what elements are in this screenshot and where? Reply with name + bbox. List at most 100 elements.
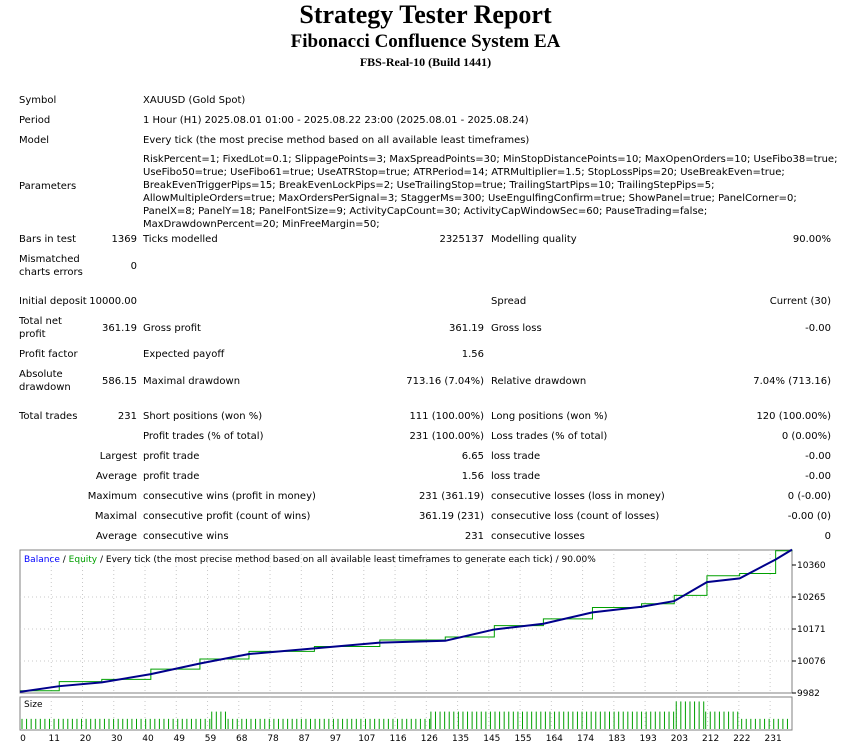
legend-description: / Every tick (the most precise method ba… [97,555,596,565]
mismatch-label-2: charts errors [19,267,83,278]
max-consec-loss-label: consecutive loss (count of losses) [491,511,660,522]
avg-consec-losses-label: consecutive losses [491,531,585,542]
maximal-label: Maximal [94,511,137,522]
x-tick-label: 97 [330,734,341,744]
largest-label: Largest [99,451,137,462]
x-tick-label: 87 [299,734,310,744]
legend-equity: Equity [69,555,98,565]
balance-line [19,548,793,693]
maxdd-label: Maximal drawdown [143,376,241,387]
profit-factor-label: Profit factor [19,349,78,360]
deposit-value: 10000.00 [89,296,137,307]
largest-loss-label: loss trade [491,451,541,462]
x-tick-label: 40 [142,734,154,744]
average-label: Average [95,471,137,482]
x-tick-label: 155 [514,734,531,744]
y-tick-label: 10076 [797,657,826,667]
average2-label: Average [95,531,137,542]
reldd-label: Relative drawdown [491,376,587,387]
period-label: Period [19,115,51,126]
long-value: 120 (100.00%) [756,411,831,422]
chart-plot-area [19,549,793,694]
avg-consec-losses-value: 0 [824,531,831,542]
spread-value: Current (30) [769,296,831,307]
x-tick-label: 11 [49,734,60,744]
x-tick-label: 107 [358,734,375,744]
grossprofit-label: Gross profit [143,323,201,334]
x-tick-label: 49 [174,734,186,744]
ticks-value: 2325137 [439,234,484,245]
x-tick-label: 183 [608,734,625,744]
size-plot-area [19,696,793,731]
symbol-label: Symbol [19,95,57,106]
max-consec-losses-label: consecutive losses (loss in money) [491,491,665,502]
largest-profit-value: 6.65 [461,451,484,462]
quality-label: Modelling quality [491,234,577,245]
y-tick-label: 10360 [797,561,826,571]
x-tick-label: 164 [546,734,563,744]
mismatch-value: 0 [130,261,137,272]
y-tick-label: 10171 [797,625,826,635]
average-loss-value: -0.00 [805,471,831,482]
average-loss-label: loss trade [491,471,541,482]
payoff-value: 1.56 [461,349,484,360]
max-consec-loss-value: -0.00 (0) [787,511,831,522]
x-tick-label: 78 [267,734,279,744]
server-build: FBS-Real-10 (Build 1441) [359,55,492,69]
max-consec-wins-label: consecutive wins (profit in money) [143,491,316,502]
grossloss-value: -0.00 [805,323,831,334]
y-tick-label: 9982 [797,689,820,699]
parameters-label: Parameters [19,181,77,192]
profit-trades-value: 231 (100.00%) [409,431,484,442]
report-title: Strategy Tester Report [299,0,552,29]
maximum-label: Maximum [87,491,137,502]
netprofit-value: 361.19 [102,323,137,334]
x-tick-label: 174 [577,734,594,744]
long-label: Long positions (won %) [491,411,608,422]
reldd-value: 7.04% (713.16) [753,376,831,387]
legend-separator: / [60,555,69,565]
mismatch-label-1: Mismatched [19,254,80,265]
model-value: Every tick (the most precise method base… [143,135,530,146]
x-tick-label: 135 [452,734,469,744]
max-consec-losses-value: 0 (-0.00) [787,491,831,502]
period-value: 1 Hour (H1) 2025.08.01 01:00 - 2025.08.2… [143,115,529,126]
netprofit-label-1: Total net [19,316,62,327]
x-tick-label: 222 [733,734,750,744]
absdd-label-1: Absolute [19,369,63,380]
size-label: Size [24,700,43,710]
equity-line [20,549,793,692]
x-tick-label: 59 [205,734,217,744]
absdd-value: 586.15 [102,376,137,387]
short-label: Short positions (won %) [143,411,263,422]
parameters-value: RiskPercent=1; FixedLot=0.1; SlippagePoi… [143,154,838,230]
y-tick-label: 10265 [797,593,826,603]
deposit-label: Initial deposit [19,296,87,307]
payoff-label: Expected payoff [143,349,225,360]
x-tick-label: 212 [702,734,719,744]
avg-consec-wins-value: 231 [464,531,484,542]
spread-label: Spread [491,296,527,307]
grossloss-label: Gross loss [491,323,542,334]
loss-trades-value: 0 (0.00%) [781,431,831,442]
x-tick-label: 145 [483,734,500,744]
average-profit-value: 1.56 [461,471,484,482]
bars-label: Bars in test [19,234,76,245]
bars-value: 1369 [111,234,137,245]
x-tick-label: 30 [111,734,123,744]
avg-consec-wins-label: consecutive wins [143,531,229,542]
loss-trades-label: Loss trades (% of total) [491,431,608,442]
maxdd-value: 713.16 (7.04%) [406,376,484,387]
short-value: 111 (100.00%) [409,411,484,422]
largest-profit-label: profit trade [143,451,200,462]
legend-balance: Balance [24,555,60,565]
max-consec-wins-value: 231 (361.19) [418,491,484,502]
x-tick-label: 116 [389,734,406,744]
trades-value: 231 [117,411,137,422]
x-tick-label: 20 [80,734,92,744]
model-label: Model [19,135,50,146]
x-tick-label: 203 [671,734,688,744]
x-tick-label: 68 [236,734,248,744]
netprofit-label-2: profit [19,329,46,340]
